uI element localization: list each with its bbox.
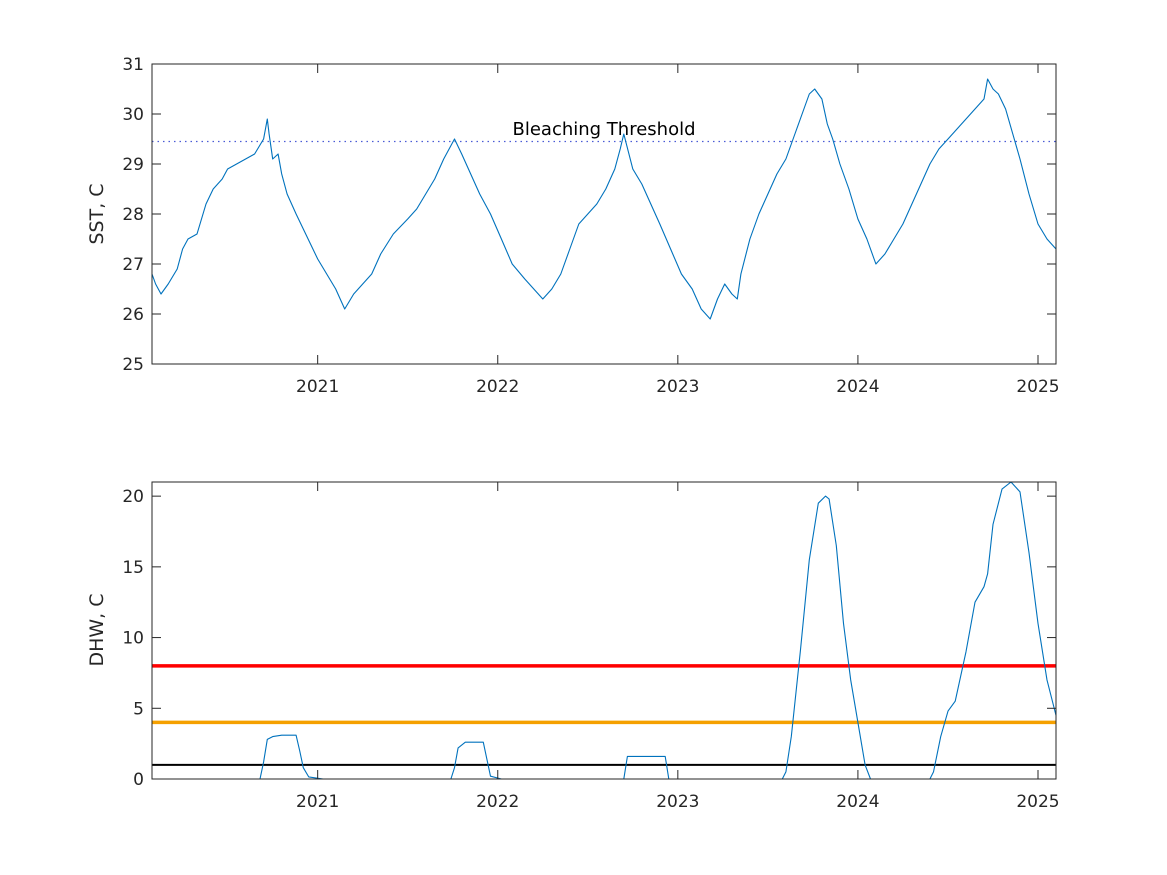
sst-panel: 2021 2022 2023 2024 2025 25 26 27 28 29 30 31 SST,…: [86, 55, 1060, 397]
sst-y-tick-label: 31: [122, 55, 144, 75]
dhw-x-tick-label: 2024: [836, 792, 879, 812]
sst-x-tick-label: 2023: [656, 377, 699, 397]
sst-x-tick-label: 2021: [296, 377, 339, 397]
dhw-y-tick-label: 10: [122, 629, 144, 649]
sst-x-tick-label: 2025: [1016, 377, 1059, 397]
dhw-panel: 2021 2022 2023 2024 2025 0 5 10 15 20 DHW, C: [86, 481, 1060, 812]
dhw-y-tick-label: 0: [133, 770, 144, 790]
dhw-y-tick-label: 20: [122, 487, 144, 507]
sst-y-tick-label: 27: [122, 255, 144, 275]
sst-x-tick-label: 2024: [836, 377, 879, 397]
dhw-x-tick-label: 2025: [1016, 792, 1059, 812]
dhw-y-axis-label: DHW, C: [86, 593, 108, 666]
sst-y-tick-label: 25: [122, 355, 144, 375]
sst-y-tick-label: 30: [122, 105, 144, 125]
sst-y-axis-label: SST, C: [86, 183, 108, 244]
dhw-plot-area: [152, 482, 1056, 779]
sst-series-line-0: [151, 78, 1057, 320]
dhw-x-tick-label: 2021: [296, 792, 339, 812]
sst-y-tick-label: 28: [122, 205, 144, 225]
dhw-x-tick-label: 2022: [476, 792, 519, 812]
sst-y-axis: 25 26 27 28 29 30 31: [122, 55, 1056, 375]
dhw-axes-frame: [151, 481, 1057, 780]
sst-y-tick-label: 29: [122, 155, 144, 175]
dhw-series-line-0: [152, 481, 1057, 780]
sst-x-axis: 2021 2022 2023 2024 2025: [296, 64, 1060, 397]
dhw-series-group: [152, 481, 1057, 780]
sst-plot-area: [152, 64, 1056, 364]
sst-series-group: [151, 78, 1057, 320]
dhw-y-axis: 0 5 10 15 20: [122, 487, 1056, 790]
dhw-x-axis: 2021 2022 2023 2024 2025: [296, 482, 1060, 812]
dhw-y-tick-label: 5: [133, 699, 144, 719]
sst-x-tick-label: 2022: [476, 377, 519, 397]
dhw-y-tick-label: 15: [122, 558, 144, 578]
dhw-x-tick-label: 2023: [656, 792, 699, 812]
bleaching-threshold-label: Bleaching Threshold: [512, 119, 695, 140]
sst-y-tick-label: 26: [122, 305, 144, 325]
